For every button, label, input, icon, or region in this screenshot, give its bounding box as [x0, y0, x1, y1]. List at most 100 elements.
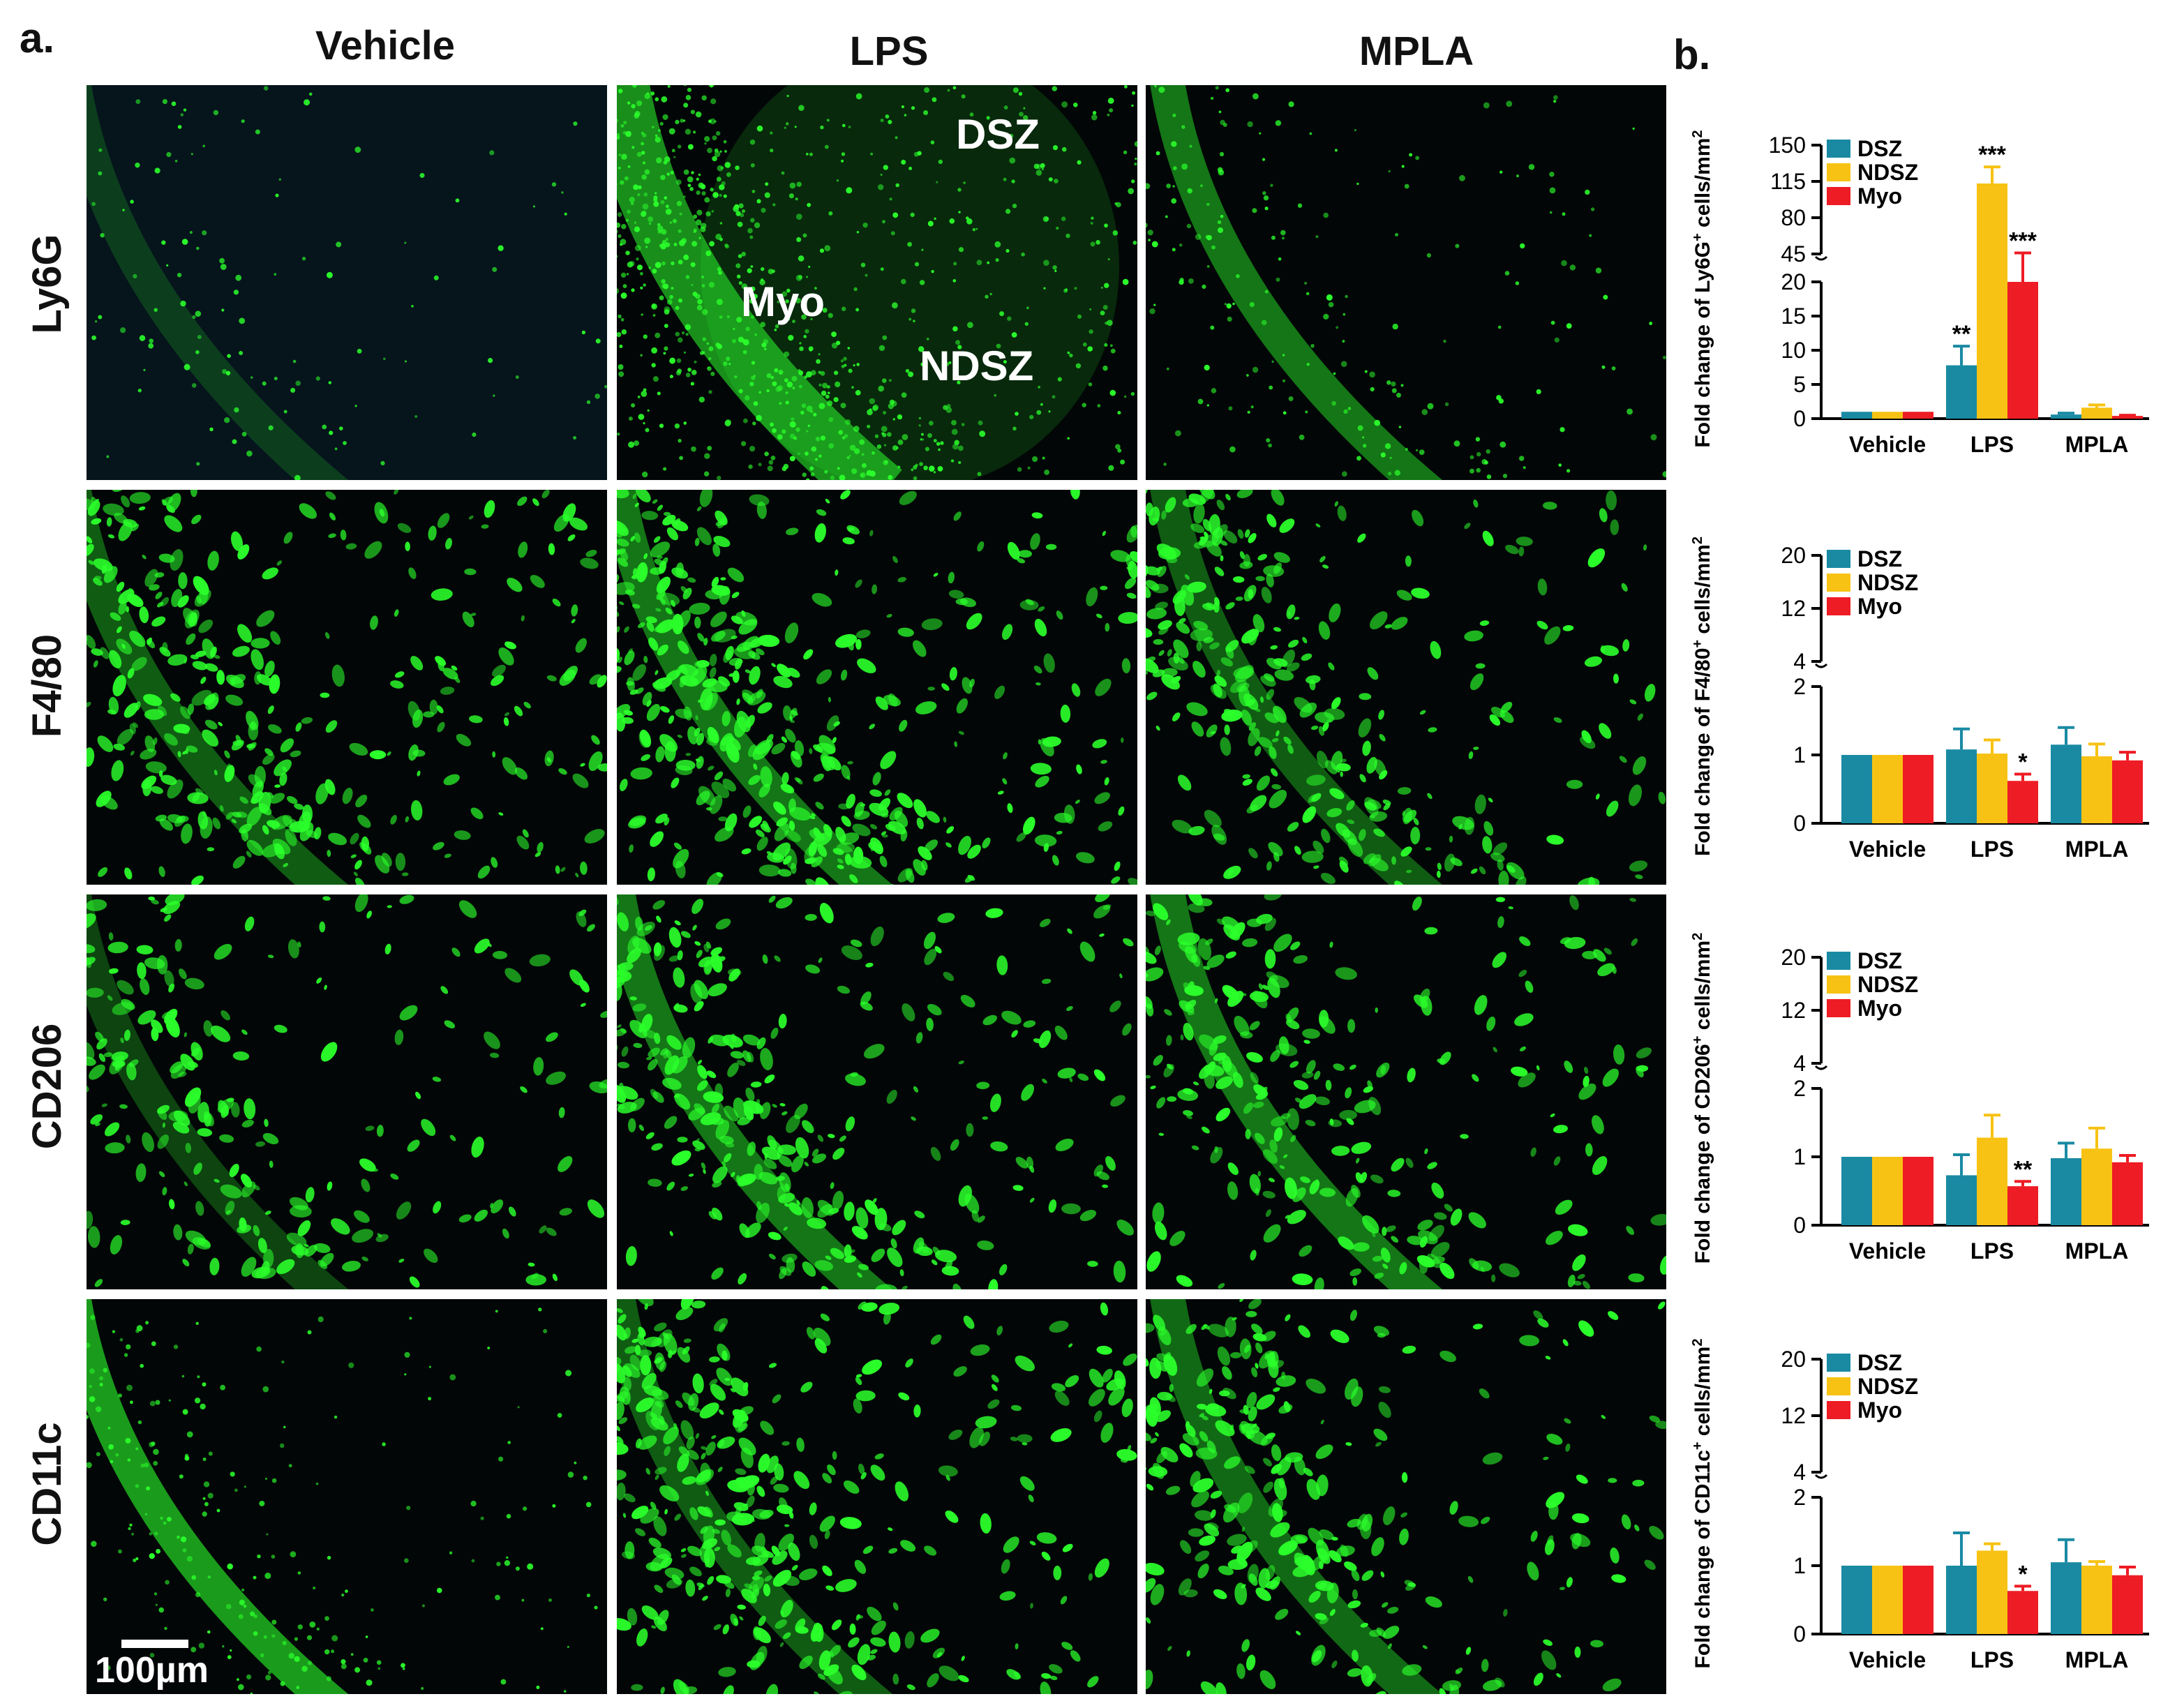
- bar-ndsz-lps: [1977, 1137, 2007, 1225]
- legend-swatch-dsz: [1827, 550, 1850, 568]
- column-header-vehicle: Vehicle: [315, 23, 455, 68]
- y-tick-label-lower: 20: [1781, 269, 1806, 294]
- significance-label: *: [2018, 1561, 2028, 1587]
- bar-myo-vehicle: [1903, 1566, 1934, 1634]
- x-tick-label-lps: LPS: [1970, 1238, 2014, 1264]
- micrograph-f480-vehicle: [87, 490, 607, 885]
- bar-dsz-mpla: [2051, 1158, 2081, 1225]
- y-tick-label-upper: 20: [1781, 1347, 1806, 1372]
- bar-myo-mpla: [2112, 1162, 2143, 1225]
- bar-dsz-vehicle: [1841, 1566, 1872, 1634]
- row-header-cd11c: CD11c: [24, 1422, 70, 1546]
- y-tick-label-upper: 12: [1781, 596, 1806, 621]
- legend-label-ndsz: NDSZ: [1857, 1374, 1918, 1399]
- bar-myo-lps: [2007, 282, 2038, 419]
- bar-myo-lps: [2007, 1186, 2038, 1225]
- legend-label-myo: Myo: [1857, 996, 1902, 1021]
- y-tick-label-upper: 80: [1781, 205, 1806, 230]
- x-tick-label-lps: LPS: [1970, 1647, 2014, 1672]
- y-tick-label-lower: 5: [1793, 372, 1806, 397]
- legend-label-myo: Myo: [1857, 594, 1902, 619]
- micrograph-ly6g-lps: [617, 85, 1137, 480]
- y-tick-label-lower: 0: [1793, 1213, 1806, 1238]
- legend-swatch-myo: [1827, 1401, 1850, 1419]
- x-tick-label-lps: LPS: [1970, 837, 2014, 862]
- legend-swatch-dsz: [1827, 952, 1850, 970]
- y-tick-label-upper: 4: [1793, 1460, 1806, 1485]
- bar-ndsz-mpla: [2081, 1566, 2112, 1634]
- bar-myo-vehicle: [1903, 412, 1934, 419]
- axis-break-mark: [1814, 663, 1828, 668]
- bar-dsz-vehicle: [1841, 1157, 1872, 1225]
- y-tick-label-upper: 20: [1781, 543, 1806, 568]
- y-tick-label-lower: 15: [1781, 304, 1806, 329]
- bar-dsz-vehicle: [1841, 755, 1872, 823]
- micrograph-cd206-lps: [617, 894, 1137, 1289]
- micrograph-ly6g-mpla: [1146, 85, 1666, 480]
- significance-label: **: [2014, 1156, 2033, 1183]
- panel-a-label: a.: [20, 15, 55, 61]
- x-tick-label-lps: LPS: [1970, 432, 2014, 457]
- bar-ndsz-mpla: [2081, 407, 2112, 419]
- bar-myo-lps: [2007, 781, 2038, 823]
- panel-b-label: b.: [1673, 31, 1711, 78]
- y-tick-label-lower: 0: [1793, 406, 1806, 431]
- micrograph-ly6g-vehicle: [87, 85, 607, 480]
- chart-cd11c: Fold change of CD11c+ cells/mm201241220V…: [1690, 1339, 2149, 1672]
- legend-swatch-ndsz: [1827, 975, 1850, 994]
- legend-swatch-myo: [1827, 597, 1850, 615]
- micrograph-cd206-vehicle: [87, 894, 607, 1289]
- significance-label: ***: [1978, 142, 2006, 168]
- row-header-cd206: CD206: [24, 1023, 70, 1150]
- bar-dsz-mpla: [2051, 744, 2081, 823]
- bar-myo-vehicle: [1903, 755, 1934, 823]
- bar-dsz-lps: [1946, 365, 1977, 419]
- legend-label-dsz: DSZ: [1857, 948, 1902, 973]
- bar-dsz-lps: [1946, 1566, 1977, 1634]
- chart-f480: Fold change of F4/80+ cells/mm201241220V…: [1690, 537, 2149, 862]
- bar-ndsz-vehicle: [1872, 1157, 1903, 1225]
- y-tick-label-upper: 115: [1770, 169, 1806, 194]
- legend-label-myo: Myo: [1857, 1398, 1902, 1423]
- legend-swatch-ndsz: [1827, 574, 1850, 592]
- x-tick-label-vehicle: Vehicle: [1849, 432, 1926, 457]
- legend-swatch-ndsz: [1827, 163, 1850, 181]
- x-tick-label-mpla: MPLA: [2065, 1238, 2129, 1264]
- bar-myo-mpla: [2112, 760, 2143, 823]
- axis-break-mark: [1814, 1474, 1828, 1479]
- bar-myo-vehicle: [1903, 1157, 1934, 1225]
- legend-swatch-ndsz: [1827, 1377, 1850, 1395]
- x-tick-label-vehicle: Vehicle: [1849, 837, 1926, 862]
- bar-dsz-mpla: [2051, 414, 2081, 419]
- y-axis-label: Fold change of F4/80+ cells/mm2: [1690, 537, 1714, 856]
- row-header-ly6g: Ly6G: [24, 234, 70, 334]
- bar-dsz-mpla: [2051, 1562, 2081, 1634]
- x-tick-label-vehicle: Vehicle: [1849, 1647, 1926, 1672]
- y-tick-label-upper: 20: [1781, 945, 1806, 970]
- bar-myo-lps: [2007, 1591, 2038, 1634]
- axis-break-mark: [1814, 1065, 1828, 1070]
- y-tick-label-lower: 1: [1793, 742, 1806, 767]
- legend-label-ndsz: NDSZ: [1857, 972, 1918, 997]
- bar-ndsz-lps: [1977, 1550, 2007, 1634]
- bar-ndsz-vehicle: [1872, 1566, 1903, 1634]
- column-header-lps: LPS: [849, 29, 929, 74]
- y-tick-label-lower: 10: [1781, 338, 1806, 363]
- micrograph-f480-mpla: [1146, 490, 1666, 885]
- legend-label-ndsz: NDSZ: [1857, 570, 1918, 595]
- significance-label: **: [1952, 321, 1971, 347]
- axis-break-mark: [1814, 255, 1828, 261]
- bar-myo-mpla: [2112, 416, 2143, 419]
- significance-label: ***: [2009, 228, 2037, 255]
- chart-cd206: Fold change of CD206+ cells/mm201241220V…: [1690, 933, 2149, 1264]
- region-label-myo: Myo: [741, 278, 825, 325]
- y-tick-label-lower: 0: [1793, 1621, 1806, 1647]
- legend-label-myo: Myo: [1857, 183, 1902, 209]
- region-label-ndsz: NDSZ: [920, 343, 1034, 389]
- x-tick-label-vehicle: Vehicle: [1849, 1238, 1926, 1264]
- legend-swatch-dsz: [1827, 140, 1850, 158]
- micrograph-cd11c-vehicle: [87, 1299, 607, 1694]
- y-tick-label-lower: 0: [1793, 811, 1806, 836]
- row-header-f480: F4/80: [24, 634, 70, 738]
- region-label-dsz: DSZ: [956, 111, 1040, 158]
